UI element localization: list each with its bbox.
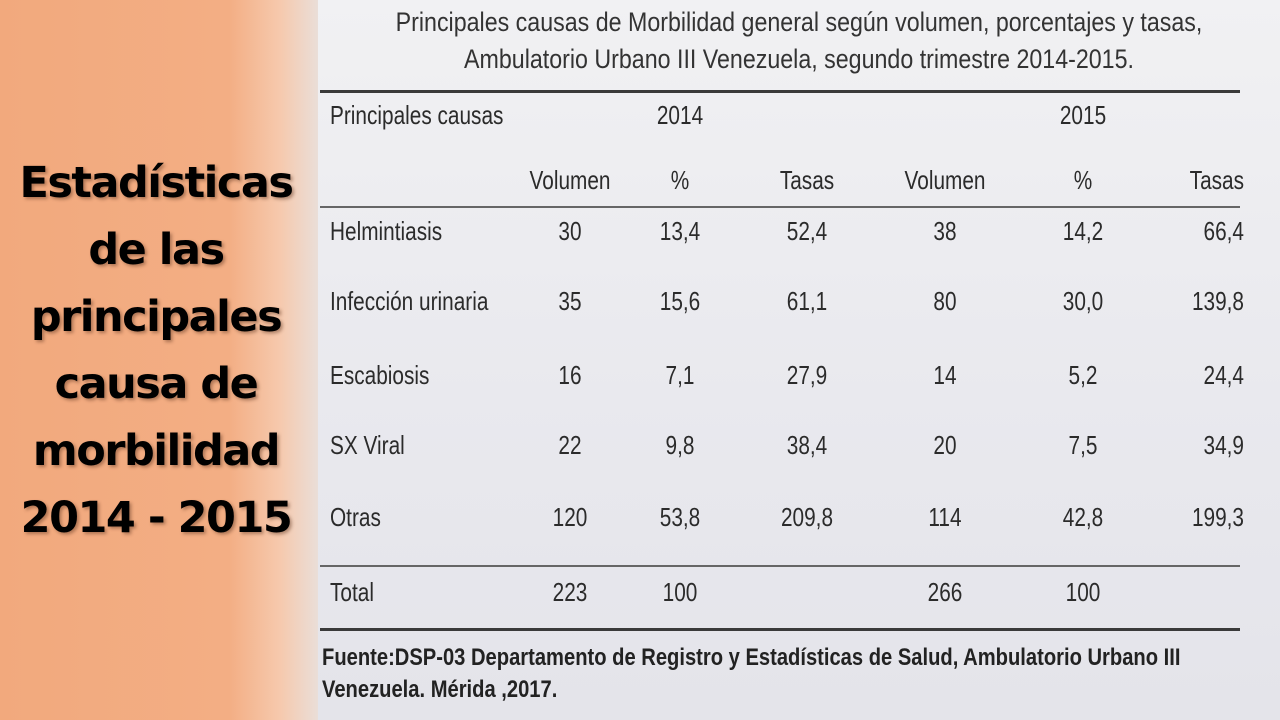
table-cell: 22 bbox=[558, 430, 582, 460]
total-rule bbox=[320, 565, 1240, 567]
header-year-2015: 2015 bbox=[1059, 100, 1107, 130]
table-cell: 114 bbox=[928, 502, 962, 532]
slide-title-line: causa de bbox=[54, 359, 259, 409]
table-cell: 139,8 bbox=[1191, 286, 1244, 316]
slide-title-line: 2014 - 2015 bbox=[20, 493, 293, 543]
slide-title: Estadísticas de las principales causa de… bbox=[8, 150, 304, 552]
table-cell: 14 bbox=[933, 360, 957, 390]
table-title-line: Ambulatorio Urbano III Venezuela, segund… bbox=[464, 44, 1134, 74]
table-cell: 7,5 bbox=[1068, 430, 1098, 460]
subheader: % bbox=[670, 165, 690, 195]
table-cell: 35 bbox=[558, 286, 582, 316]
slide-title-line: morbilidad bbox=[32, 426, 281, 476]
subheader: Volumen bbox=[904, 165, 986, 195]
table-cell: 120 bbox=[552, 502, 588, 532]
table-cell: 15,6 bbox=[659, 286, 701, 316]
table-cell: 38,4 bbox=[786, 430, 828, 460]
table-cell: 61,1 bbox=[786, 286, 828, 316]
header-year-2014: 2014 bbox=[656, 100, 704, 130]
row-cause: Helmintiasis bbox=[330, 216, 443, 246]
row-cause: Escabiosis bbox=[330, 360, 430, 390]
row-cause: Infección urinaria bbox=[330, 286, 489, 316]
row-cause: Otras bbox=[330, 502, 381, 532]
source-line: Venezuela. Mérida ,2017. bbox=[322, 676, 558, 703]
table-cell: 66,4 bbox=[1203, 216, 1244, 246]
table-title: Principales causas de Morbilidad general… bbox=[385, 4, 1212, 78]
header-cause: Principales causas bbox=[330, 100, 504, 130]
table-cell: 24,4 bbox=[1203, 360, 1244, 390]
table-cell: 5,2 bbox=[1068, 360, 1098, 390]
table-cell: 30 bbox=[558, 216, 582, 246]
subheader: Volumen bbox=[529, 165, 611, 195]
table-image: Principales causas de Morbilidad general… bbox=[318, 0, 1280, 720]
table-title-line: Principales causas de Morbilidad general… bbox=[395, 7, 1203, 37]
table-cell: 42,8 bbox=[1062, 502, 1104, 532]
total-cell: 100 bbox=[662, 577, 698, 607]
total-label: Total bbox=[330, 577, 374, 607]
slide-title-line: de las bbox=[88, 225, 225, 275]
table-cell: 199,3 bbox=[1191, 502, 1244, 532]
table-cell: 53,8 bbox=[659, 502, 701, 532]
table-cell: 14,2 bbox=[1062, 216, 1104, 246]
table-cell: 38 bbox=[933, 216, 957, 246]
subheader: Tasas bbox=[779, 165, 835, 195]
subheader: % bbox=[1073, 165, 1093, 195]
total-cell: 100 bbox=[1065, 577, 1101, 607]
slide-title-line: Estadísticas bbox=[19, 158, 294, 208]
table-cell: 30,0 bbox=[1062, 286, 1104, 316]
source-line: Fuente:DSP-03 Departamento de Registro y… bbox=[322, 644, 1181, 671]
table-cell: 20 bbox=[933, 430, 957, 460]
total-cell: 266 bbox=[927, 577, 963, 607]
row-cause: SX Viral bbox=[330, 430, 405, 460]
table-top-rule bbox=[320, 90, 1240, 93]
table-cell: 52,4 bbox=[786, 216, 828, 246]
table-cell: 9,8 bbox=[665, 430, 695, 460]
table-cell: 16 bbox=[558, 360, 582, 390]
table-cell: 80 bbox=[933, 286, 957, 316]
subheader: Tasas bbox=[1189, 165, 1244, 195]
left-panel: Estadísticas de las principales causa de… bbox=[0, 0, 318, 720]
source-note: Fuente:DSP-03 Departamento de Registro y… bbox=[322, 642, 1181, 706]
table-cell: 209,8 bbox=[780, 502, 834, 532]
table-cell: 27,9 bbox=[786, 360, 828, 390]
header-rule bbox=[320, 206, 1240, 208]
table-bottom-rule bbox=[320, 628, 1240, 631]
table-cell: 7,1 bbox=[665, 360, 695, 390]
table-cell: 34,9 bbox=[1203, 430, 1244, 460]
total-cell: 223 bbox=[552, 577, 588, 607]
slide-title-line: principales bbox=[30, 292, 283, 342]
table-cell: 13,4 bbox=[659, 216, 701, 246]
